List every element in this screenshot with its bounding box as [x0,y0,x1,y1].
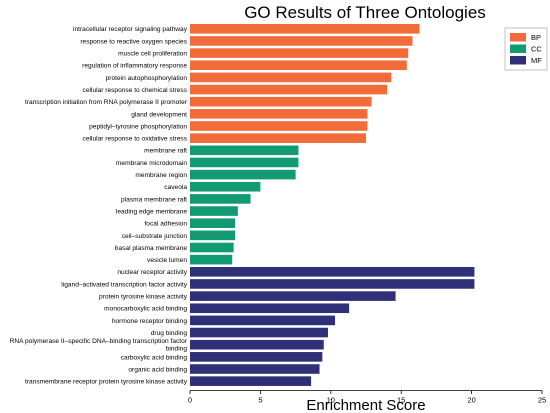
legend: BP CC MF [504,27,548,71]
legend-swatch-cc [510,44,526,53]
category-labels: intracellular receptor signaling pathway… [10,26,188,385]
bar-monocarboxylic-acid-binding [190,303,350,314]
category-label: monocarboxylic acid binding [104,306,187,313]
category-label: intracellular receptor signaling pathway [73,26,188,33]
category-label: cell–substrate junction [122,233,188,240]
bar-cellular-response-to-chemical-stress [190,84,388,95]
legend-label-mf: MF [531,56,542,65]
bar-basal-plasma-membrane [190,242,234,253]
category-label: leading edge membrane [116,208,187,215]
bar-membrane-region [190,169,296,180]
bar-organic-acid-binding [190,364,320,374]
bar-cellular-response-to-oxidative-stress [190,133,366,143]
bar-gland-development [190,109,368,119]
category-label: carboxylic acid binding [121,354,188,361]
category-label: cellular response to chemical stress [83,87,188,94]
category-label: hormone receptor binding [112,318,187,325]
bar-rna-polymerase-ii-specific-dna-binding-transcription-factor-binding [190,339,324,350]
bar-vesicle-lumen [190,254,233,265]
bars-group [190,24,475,386]
category-label: response to reactive oxygen species [80,38,187,45]
category-label: basal plasma membrane [115,245,188,252]
category-label: membrane raft [144,148,187,155]
bar-membrane-microdomain [190,157,299,168]
category-label: transmembrane receptor protein tyrosine … [25,379,188,386]
x-axis: 0 5 10 15 20 25 [188,390,546,405]
x-tick-label: 15 [397,396,405,405]
bar-ligand-activated-transcription-factor-activity [190,279,475,289]
category-label: muscle cell proliferation [118,51,187,58]
bar-carboxylic-acid-binding [190,352,323,362]
bar-leading-edge-membrane [190,206,238,216]
bar-peptidyl-tyrosine-phosphorylation [190,121,368,131]
category-label: drug binding [151,330,188,337]
bar-protein-tyrosine-kinase-activity [190,291,396,301]
category-label: gland development [131,111,187,118]
category-label: regulation of inflammatory response [82,63,187,70]
category-label: caveola [164,184,187,191]
bar-membrane-raft [190,145,299,156]
category-label: nuclear receptor activity [117,269,187,276]
x-tick-label: 0 [188,396,192,405]
x-tick-label: 25 [538,396,546,405]
bar-caveola [190,181,261,192]
bar-hormone-receptor-binding [190,315,336,326]
bar-cell-substrate-junction [190,230,236,241]
category-label: plasma membrane raft [121,196,187,203]
legend-label-bp: BP [531,33,541,42]
category-label: peptidyl–tyrosine phosphorylation [89,123,187,130]
category-label: focal adhesion [144,221,187,228]
bar-response-to-reactive-oxygen-species [190,36,413,46]
category-label: RNA polymerase II–specific DNA–binding t… [10,338,188,353]
bar-drug-binding [190,327,328,338]
x-axis-label: Enrichment Score [306,397,425,413]
category-label: vesicle lumen [147,257,187,264]
bar-plasma-membrane-raft [190,194,251,204]
chart-title: GO Results of Three Ontologies [244,3,486,22]
bar-regulation-of-inflammatory-response [190,60,407,71]
bar-transmembrane-receptor-protein-tyrosine-kinase-activity [190,376,312,386]
category-label: ligand–activated transcription factor ac… [61,281,187,288]
x-tick-label: 10 [327,396,335,405]
category-label: membrane microdomain [116,160,187,167]
category-label: cellular response to oxidative stress [83,136,188,143]
bar-protein-autophosphorylation [190,72,392,83]
category-label: protein tyrosine kinase activity [99,294,188,301]
bar-focal-adhesion [190,218,236,228]
x-tick-label: 20 [467,396,475,405]
category-label: transcription initiation from RNA polyme… [25,99,188,106]
bar-muscle-cell-proliferation [190,48,409,58]
x-tick-label: 5 [258,396,262,405]
bar-transcription-initiation-from-rna-polymerase-ii-promoter [190,96,372,107]
legend-label-cc: CC [531,45,542,54]
bar-intracellular-receptor-signaling-pathway [190,24,420,34]
legend-swatch-mf [510,56,526,65]
category-label: organic acid binding [128,366,187,373]
category-label: membrane region [135,172,187,179]
bar-nuclear-receptor-activity [190,267,475,277]
category-label: protein autophosphorylation [106,75,188,82]
legend-swatch-bp [510,33,526,42]
